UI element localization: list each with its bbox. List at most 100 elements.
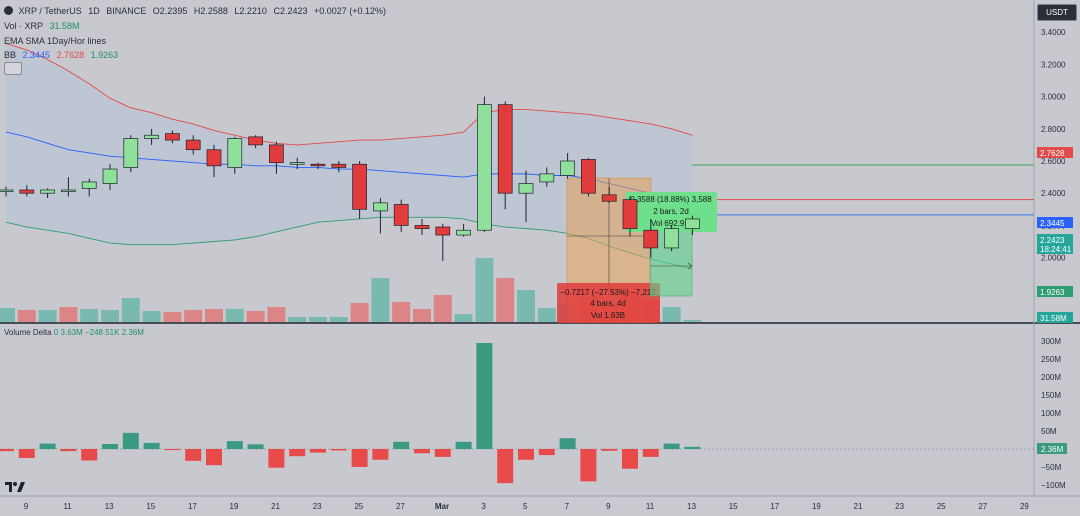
volume-bar [38, 310, 57, 322]
delta-bar [310, 449, 326, 453]
volume-bar [392, 302, 411, 322]
time-tick-label: Mar [435, 502, 449, 511]
candle[interactable] [102, 164, 118, 190]
candle-body [352, 163, 367, 210]
candle[interactable] [310, 162, 326, 170]
candle[interactable] [185, 135, 201, 155]
candle[interactable] [165, 130, 180, 144]
candle[interactable] [518, 170, 534, 223]
candle[interactable] [289, 157, 305, 170]
delta-tick-label: 100M [1041, 409, 1061, 418]
delta-axis[interactable]: 300M 250M 200M 150M 100M 50M 2.36M −50M −100M [1037, 337, 1067, 490]
volume-bar [496, 278, 515, 322]
candle[interactable] [664, 225, 679, 252]
volume-bar [454, 314, 473, 322]
candle[interactable] [269, 141, 284, 174]
delta-tick-label: 2.36M [1041, 445, 1064, 454]
delta-bar [206, 449, 222, 466]
candle[interactable] [393, 199, 409, 232]
delta-tick-label: 200M [1041, 373, 1061, 382]
candle[interactable] [331, 161, 347, 173]
candle-body [269, 144, 284, 163]
volume-bar [142, 311, 161, 322]
candle-body [560, 160, 575, 176]
candle[interactable] [477, 96, 492, 232]
currency-button[interactable]: USDT [1037, 4, 1077, 21]
ohlc-open: O2.2395 [152, 6, 188, 16]
time-axis[interactable]: 9 11 13 15 17 19 21 23 25 27 Mar 3 5 7 9 11 13 15 17 19 21 23… [24, 502, 1030, 511]
candle[interactable] [373, 198, 388, 234]
volume-label[interactable]: Vol · XRP [4, 21, 44, 31]
candlesticks[interactable] [0, 96, 700, 261]
delta-bar [268, 449, 285, 468]
candle-body [310, 163, 326, 167]
price-tag-label: 2.2423 [1040, 236, 1065, 245]
price-tick-label: 3.4000 [1041, 28, 1066, 37]
price-tick-label: 2.8000 [1041, 125, 1066, 134]
ohlc-close: C2.2423 [273, 6, 308, 16]
candle[interactable] [581, 157, 596, 197]
time-tick-label: 19 [812, 502, 821, 511]
candle[interactable] [560, 152, 575, 179]
volume-delta-bars [0, 343, 701, 484]
candle[interactable] [19, 185, 35, 197]
tradingview-logo-icon[interactable] [5, 481, 25, 496]
delta-bar [497, 449, 514, 484]
time-tick-label: 15 [146, 502, 155, 511]
time-tick-label: 21 [271, 502, 280, 511]
candle[interactable] [0, 186, 14, 197]
candle[interactable] [61, 177, 76, 197]
candle[interactable] [685, 215, 700, 236]
candle[interactable] [539, 167, 555, 187]
time-tick-label: 17 [188, 502, 197, 511]
candle[interactable] [456, 223, 471, 237]
volume-bar [267, 307, 286, 322]
candle[interactable] [227, 136, 243, 174]
horizontal-lines[interactable] [692, 164, 1034, 216]
ema-label[interactable]: EMA SMA 1Day/Hor lines [4, 36, 107, 46]
time-tick-label: 29 [1020, 502, 1029, 511]
candle[interactable] [497, 101, 513, 210]
volume-delta-label[interactable]: Volume Delta [4, 328, 52, 337]
interval[interactable]: 1D [88, 6, 100, 16]
time-tick-label: 13 [687, 502, 696, 511]
volume-bar [537, 308, 556, 322]
candle[interactable] [352, 161, 367, 219]
price-tag-label: 2.7628 [1040, 149, 1065, 158]
candle-body [643, 229, 659, 249]
delta-tick-label: 250M [1041, 355, 1061, 364]
candle[interactable] [643, 218, 659, 258]
candle[interactable] [40, 188, 55, 199]
bb-label[interactable]: BB [4, 50, 17, 60]
symbol-name[interactable]: XRP / TetherUS [18, 6, 82, 16]
candle[interactable] [206, 144, 222, 178]
candle[interactable] [601, 186, 617, 203]
measure-down-line2: 4 bars, 4d [590, 299, 626, 308]
candle[interactable] [123, 135, 139, 173]
measure-down-line3: Vol 1.63B [591, 311, 625, 320]
price-tag-box [1037, 312, 1073, 323]
time-tick-label: 11 [63, 502, 72, 511]
axis-bg [1034, 0, 1080, 511]
candle[interactable] [435, 223, 451, 261]
candle[interactable] [248, 135, 263, 149]
delta-bar [455, 441, 472, 449]
delta-tick-label: −50M [1041, 463, 1062, 472]
candle[interactable] [81, 178, 97, 197]
price-axis[interactable]: 3.40003.20003.00002.80002.60002.40002.20… [1041, 28, 1066, 295]
candle[interactable] [414, 218, 430, 236]
candle-body [144, 134, 159, 139]
candle-body [622, 199, 638, 229]
delta-bar [434, 449, 451, 457]
collapse-legend-icon[interactable] [4, 62, 22, 75]
volume-bar [59, 307, 78, 322]
volume-bar [683, 320, 702, 322]
delta-bar [684, 446, 701, 449]
volume-bar [225, 309, 244, 322]
delta-bar [580, 449, 597, 482]
candle[interactable] [622, 196, 638, 237]
candle[interactable] [144, 128, 159, 145]
time-tick-label: 9 [24, 502, 29, 511]
